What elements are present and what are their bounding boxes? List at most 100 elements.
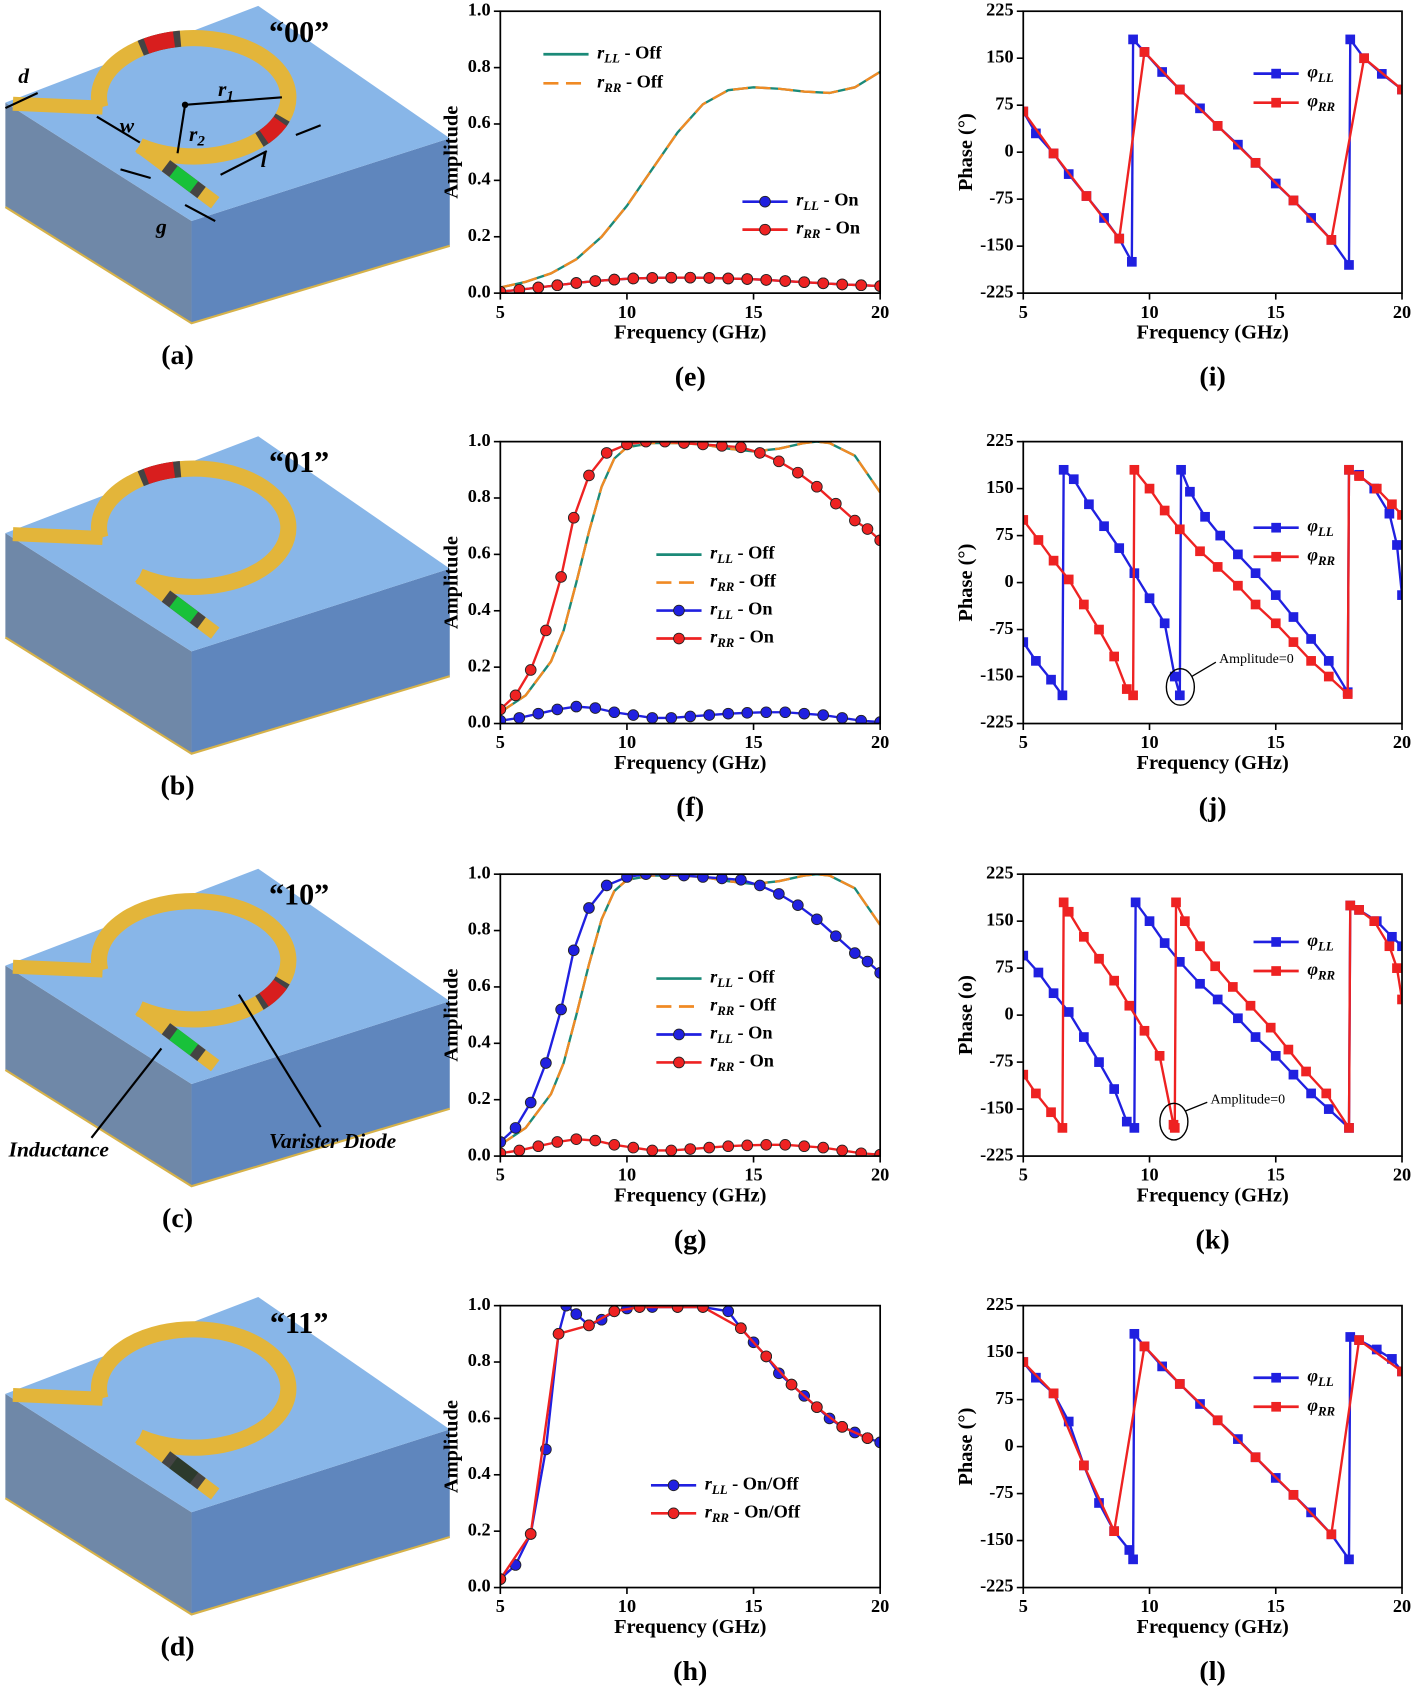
legend-label: rLL - On [796,190,858,213]
panel-label: (d) [160,1631,194,1662]
marker [811,480,823,493]
y-tick-label: -75 [989,1050,1013,1070]
marker [551,703,564,716]
marker [1130,897,1141,908]
marker [760,274,773,286]
marker [608,1138,621,1151]
marker [1084,499,1094,510]
diode [143,461,176,485]
x-axis-label: Frequency (GHz) [614,752,766,774]
marker [716,441,728,452]
x-tick-label: 15 [744,302,762,322]
x-tick-label: 15 [744,732,762,752]
marker [836,278,848,291]
dimension-label: g [155,215,167,239]
marker [735,441,747,454]
split-ring [90,893,297,1028]
marker [773,455,785,468]
marker [500,285,507,294]
marker [1129,1328,1140,1339]
x-tick-label: 5 [1019,1165,1028,1185]
x-tick-label: 20 [871,302,889,322]
series-line [500,1305,868,1580]
marker [773,888,785,900]
y-axis-label: Phase (o) [955,975,977,1055]
marker [1128,690,1138,701]
marker [1215,530,1226,541]
marker [1369,916,1380,926]
box-right-face [191,568,450,754]
y-tick-label: -150 [980,1529,1014,1549]
y-tick-label: 0.6 [468,112,491,132]
marker [1288,612,1299,622]
marker [1233,549,1243,560]
legend-label: rLL - Off [710,967,775,990]
marker [1301,1066,1311,1077]
y-tick-label: 0 [1004,571,1013,591]
marker [1354,471,1364,481]
marker [1326,1529,1337,1540]
legend-label: φLL [1307,1366,1334,1389]
marker [570,1133,583,1145]
legend-label: rLL - On [710,599,772,622]
marker [1288,1489,1299,1500]
dimension-label: r2 [189,122,205,150]
marker [849,514,861,527]
marker [855,714,867,724]
marker [1031,1088,1041,1099]
annotation-circle [1159,1102,1189,1141]
feed-strip [12,96,103,115]
marker [1345,900,1356,911]
marker [1397,510,1403,520]
split-ring [90,1321,297,1456]
legend-label: φRR [1307,545,1335,568]
marker [500,1136,507,1148]
marker [1354,1335,1364,1345]
marker [1397,994,1403,1005]
marker [608,1305,621,1318]
annotation: Amplitude=0 [1210,1092,1285,1107]
marker [874,280,881,292]
x-tick-label: 15 [1267,732,1285,752]
plot-frame [1022,873,1403,1157]
marker [500,703,507,716]
x-tick-label: 5 [1019,1596,1028,1616]
legend-marker [1271,522,1281,533]
legend-label: rRR - Off [710,995,777,1018]
marker [1174,1379,1185,1389]
marker [540,624,552,637]
marker [555,571,567,583]
marker [1094,953,1104,964]
marker [1344,464,1354,475]
y-tick-label: 75 [995,524,1013,544]
series-line [500,70,881,289]
diode [143,31,176,54]
y-tick-label: 0.4 [468,1463,491,1483]
dimension-arrow [220,150,268,176]
legend-label: rRR - On [710,1051,774,1074]
y-tick-label: -75 [989,618,1013,638]
marker [621,874,633,883]
x-tick-label: 10 [1140,1596,1158,1616]
marker [1397,1366,1403,1377]
marker [1306,634,1316,644]
marker [716,874,728,885]
annotation-circle [1165,667,1196,706]
marker [855,279,867,292]
box-right-face [191,1429,450,1615]
marker [779,1138,792,1151]
marker [1321,1088,1332,1099]
marker [1227,982,1238,992]
box-left-face [5,1393,192,1615]
x-tick-label: 10 [618,732,636,752]
legend-marker [1271,937,1281,947]
marker [849,947,861,959]
marker [861,523,874,535]
marker [1128,1554,1138,1565]
marker [1057,1123,1068,1133]
state-code: “01” [269,445,329,479]
marker [1344,260,1354,270]
dimension-label: l [261,148,267,172]
marker [640,441,652,448]
marker [1397,84,1403,95]
